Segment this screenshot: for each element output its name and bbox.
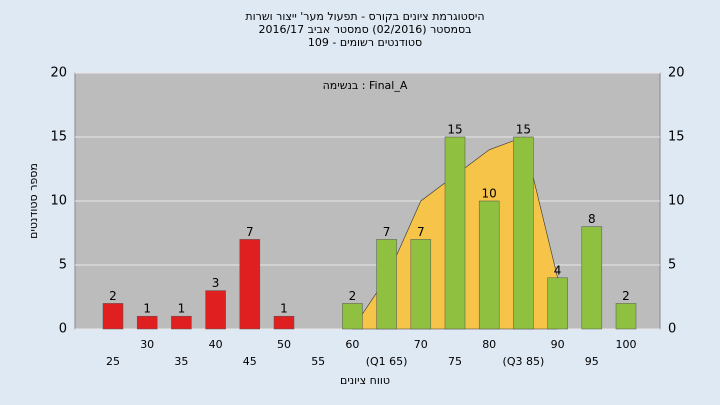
x-tick-label: 75 bbox=[448, 355, 462, 368]
bar bbox=[342, 303, 363, 330]
bar bbox=[376, 239, 397, 330]
bar bbox=[615, 303, 637, 330]
data-label: 10 bbox=[482, 187, 497, 201]
bar bbox=[102, 303, 124, 330]
x-tick-label: 70 bbox=[414, 338, 428, 351]
data-label: 2 bbox=[622, 289, 630, 303]
data-label: 15 bbox=[447, 123, 462, 137]
data-label: 2 bbox=[109, 289, 117, 303]
annotation: בנשימה : Final_A bbox=[323, 79, 408, 92]
y-tick-label: 15 bbox=[50, 130, 67, 145]
bar bbox=[513, 136, 534, 330]
x-tick-label: (Q3 85) bbox=[503, 355, 545, 368]
bar bbox=[239, 239, 261, 330]
y-tick-label: 20 bbox=[50, 66, 67, 81]
x-tick-label: 95 bbox=[585, 355, 599, 368]
x-tick-label: 90 bbox=[551, 338, 565, 351]
x-tick-label: 35 bbox=[174, 355, 188, 368]
data-label: 7 bbox=[246, 225, 254, 239]
x-tick-label: 100 bbox=[616, 338, 637, 351]
x-axis-label: טווח ציונים bbox=[340, 374, 390, 387]
data-label: 15 bbox=[516, 123, 531, 137]
x-tick-label: 30 bbox=[140, 338, 154, 351]
bar bbox=[205, 290, 226, 330]
chart-title: בסמסטר (02/2016) סמסטר אביב 2016/17 bbox=[258, 23, 471, 36]
y-tick-label: 5 bbox=[59, 258, 67, 273]
x-tick-label: 60 bbox=[345, 338, 359, 351]
y2-tick-label: 5 bbox=[668, 258, 676, 273]
y2-tick-label: 10 bbox=[668, 194, 685, 209]
bar bbox=[171, 315, 192, 330]
bar bbox=[136, 315, 158, 330]
y-tick-label: 10 bbox=[50, 194, 67, 209]
chart-title: סטודנטים רשומים - 109 bbox=[308, 36, 422, 49]
x-tick-label: 50 bbox=[277, 338, 291, 351]
bar bbox=[273, 315, 295, 330]
data-label: 7 bbox=[383, 225, 391, 239]
x-tick-label: 45 bbox=[243, 355, 257, 368]
data-label: 1 bbox=[280, 302, 288, 316]
x-tick-label: 55 bbox=[311, 355, 325, 368]
y2-tick-label: 20 bbox=[668, 66, 685, 81]
x-tick-label: (Q1 65) bbox=[366, 355, 408, 368]
y-axis-label: מספר סטודנטים bbox=[27, 163, 40, 239]
data-label: 2 bbox=[349, 289, 357, 303]
x-tick-label: 40 bbox=[209, 338, 223, 351]
bar bbox=[410, 239, 432, 330]
data-label: 1 bbox=[143, 302, 151, 316]
data-label: 1 bbox=[178, 302, 186, 316]
data-label: 4 bbox=[554, 263, 562, 277]
y2-tick-label: 0 bbox=[668, 322, 676, 337]
y2-tick-label: 15 bbox=[668, 130, 685, 145]
bar bbox=[444, 136, 466, 330]
data-label: 8 bbox=[588, 212, 596, 226]
bar bbox=[581, 226, 603, 330]
x-tick-label: 25 bbox=[106, 355, 120, 368]
y-tick-label: 0 bbox=[59, 322, 67, 337]
x-tick-label: 80 bbox=[482, 338, 496, 351]
chart-title: היסטוגרמת ציונים בקורס - תפעול מער' ייצו… bbox=[245, 10, 484, 23]
data-label: 7 bbox=[417, 225, 425, 239]
bar bbox=[547, 277, 568, 330]
data-label: 3 bbox=[212, 276, 220, 290]
bar bbox=[478, 200, 500, 330]
